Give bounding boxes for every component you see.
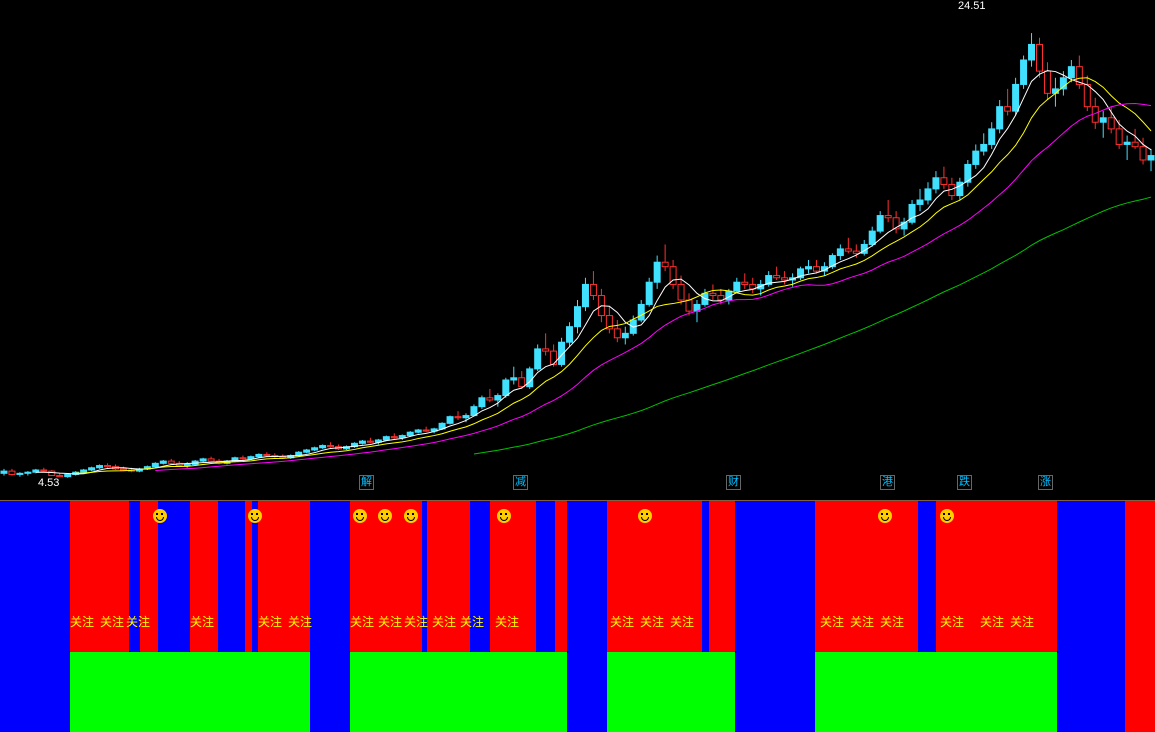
- indicator-panel[interactable]: 关注关注关注关注关注关注关注关注关注关注关注关注关注关注关注关注关注关注关注关注…: [0, 500, 1155, 732]
- smiley-icon: [638, 509, 652, 523]
- event-marker: 减: [513, 475, 528, 490]
- event-marker: 解: [359, 475, 374, 490]
- price-high-label: 24.51: [958, 0, 986, 12]
- attention-label: 关注: [610, 613, 634, 630]
- indicator-green-bar: [70, 652, 310, 732]
- attention-label: 关注: [432, 613, 456, 630]
- attention-label: 关注: [70, 613, 94, 630]
- smiley-icon: [153, 509, 167, 523]
- attention-label: 关注: [190, 613, 214, 630]
- attention-label: 关注: [640, 613, 664, 630]
- attention-label: 关注: [495, 613, 519, 630]
- attention-label: 关注: [460, 613, 484, 630]
- attention-label: 关注: [258, 613, 282, 630]
- attention-label: 关注: [404, 613, 428, 630]
- event-marker: 财: [726, 475, 741, 490]
- attention-label: 关注: [670, 613, 694, 630]
- smiley-icon: [497, 509, 511, 523]
- smiley-icon: [353, 509, 367, 523]
- attention-label: 关注: [1010, 613, 1034, 630]
- attention-label: 关注: [940, 613, 964, 630]
- candlestick-chart[interactable]: 24.51 4.53 解 减 财 港 跌 涨: [0, 0, 1155, 500]
- attention-label: 关注: [378, 613, 402, 630]
- indicator-green-bar: [350, 652, 567, 732]
- event-marker: 涨: [1038, 475, 1053, 490]
- attention-label: 关注: [350, 613, 374, 630]
- smiley-icon: [404, 509, 418, 523]
- event-marker: 跌: [957, 475, 972, 490]
- smiley-icon: [378, 509, 392, 523]
- attention-label: 关注: [100, 613, 124, 630]
- attention-label: 关注: [850, 613, 874, 630]
- indicator-green-bar: [607, 652, 735, 732]
- chart-svg: [0, 0, 1155, 500]
- attention-label: 关注: [980, 613, 1004, 630]
- attention-label: 关注: [880, 613, 904, 630]
- indicator-red-bar: [1125, 501, 1155, 732]
- attention-label: 关注: [288, 613, 312, 630]
- smiley-icon: [248, 509, 262, 523]
- indicator-green-bar: [815, 652, 1057, 732]
- attention-label: 关注: [820, 613, 844, 630]
- smiley-icon: [940, 509, 954, 523]
- price-low-label: 4.53: [38, 477, 59, 489]
- attention-label: 关注: [126, 613, 150, 630]
- smiley-icon: [878, 509, 892, 523]
- event-marker: 港: [880, 475, 895, 490]
